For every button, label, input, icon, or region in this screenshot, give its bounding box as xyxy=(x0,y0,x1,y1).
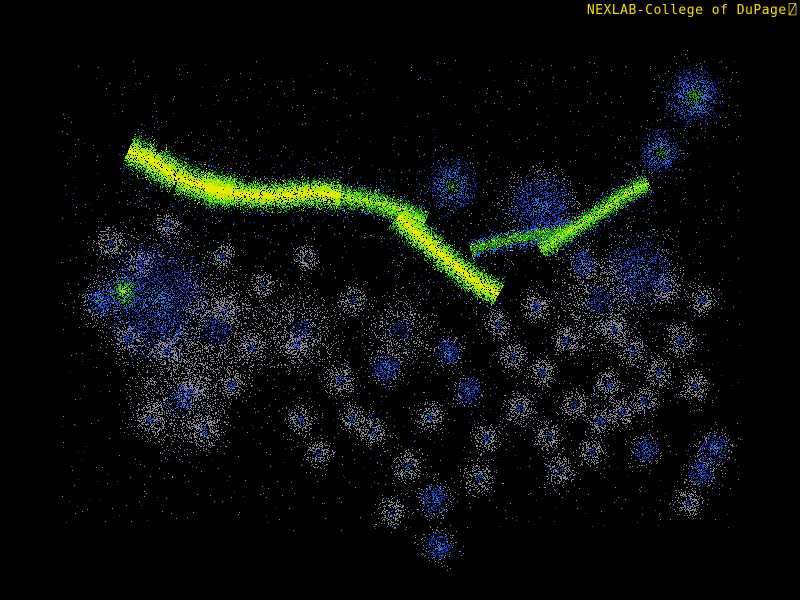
attribution-label: NEXLAB-College of DuPage ⍁ xyxy=(587,3,797,18)
attribution-mark-icon: ⍁ xyxy=(788,3,797,18)
attribution-text: NEXLAB-College of DuPage xyxy=(586,3,787,18)
